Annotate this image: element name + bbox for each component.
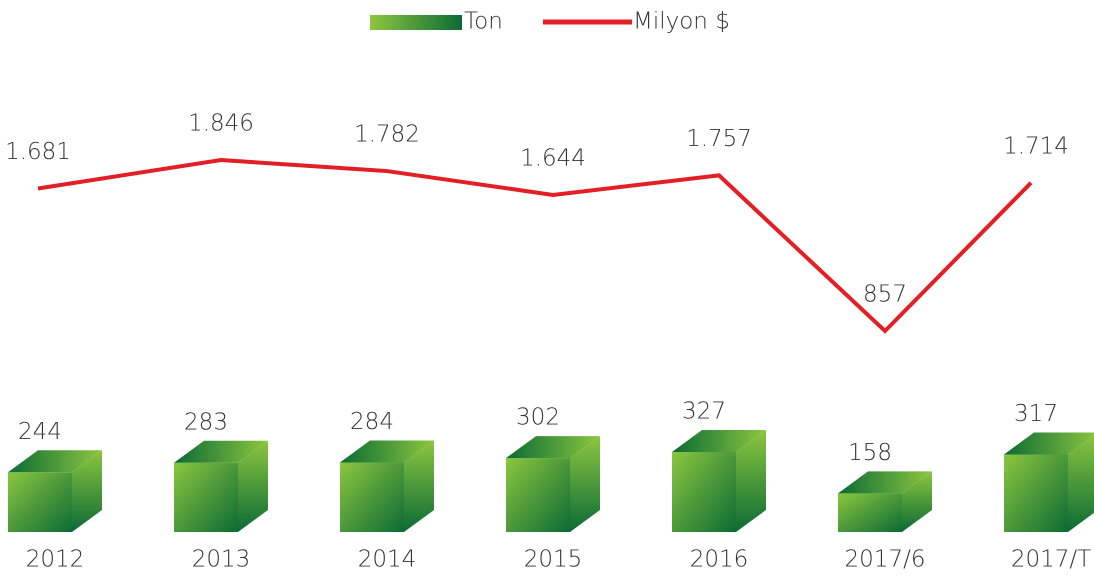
bar-side xyxy=(736,430,766,532)
line-label: 1.757 xyxy=(686,126,752,152)
line-label: 1.714 xyxy=(1003,133,1069,159)
bar-label: 317 xyxy=(1014,401,1058,427)
x-tick-label: 2013 xyxy=(192,547,251,573)
line xyxy=(37,157,1033,334)
bar-top xyxy=(174,440,268,463)
legend-swatch xyxy=(370,15,462,30)
bar-front xyxy=(8,472,72,532)
bar-side xyxy=(72,450,102,532)
bar-front xyxy=(672,452,736,532)
bar-top xyxy=(1004,432,1094,455)
line-label: 1.644 xyxy=(520,145,586,171)
x-tick-label: 2016 xyxy=(690,547,749,573)
legend-label: Ton xyxy=(464,9,503,35)
x-tick-label: 2015 xyxy=(524,547,583,573)
bar-label: 302 xyxy=(516,405,560,431)
bar-side xyxy=(1068,435,1094,532)
legend-label: Milyon $ xyxy=(633,9,730,35)
bar-side xyxy=(902,471,932,532)
bar-label: 283 xyxy=(184,409,228,435)
line-label: 857 xyxy=(863,282,907,308)
bar-side xyxy=(238,440,268,532)
bar-label: 244 xyxy=(18,419,62,445)
bar-top xyxy=(340,440,434,463)
line-label: 1.782 xyxy=(354,122,420,148)
bar-top xyxy=(8,450,102,473)
x-tick-label: 2014 xyxy=(358,547,417,573)
bar-front xyxy=(174,462,238,532)
bar-label: 284 xyxy=(350,409,394,435)
line-label: 1.846 xyxy=(188,111,254,137)
x-tick-label: 2012 xyxy=(26,547,85,573)
line-label: 1.681 xyxy=(5,139,71,165)
bar-label: 158 xyxy=(848,440,892,466)
bar-side xyxy=(570,436,600,532)
x-tick-label: 2017/T xyxy=(1011,547,1091,573)
bar-front xyxy=(340,462,404,532)
x-tick-label: 2017/6 xyxy=(845,547,926,573)
bar-label: 327 xyxy=(682,399,726,425)
bar-top xyxy=(672,430,766,452)
bar-top xyxy=(506,436,600,459)
bar-front xyxy=(838,493,902,532)
bar-side xyxy=(404,440,434,532)
bar-front xyxy=(506,458,570,532)
bar-front xyxy=(1004,454,1068,532)
bar-top xyxy=(838,471,932,494)
